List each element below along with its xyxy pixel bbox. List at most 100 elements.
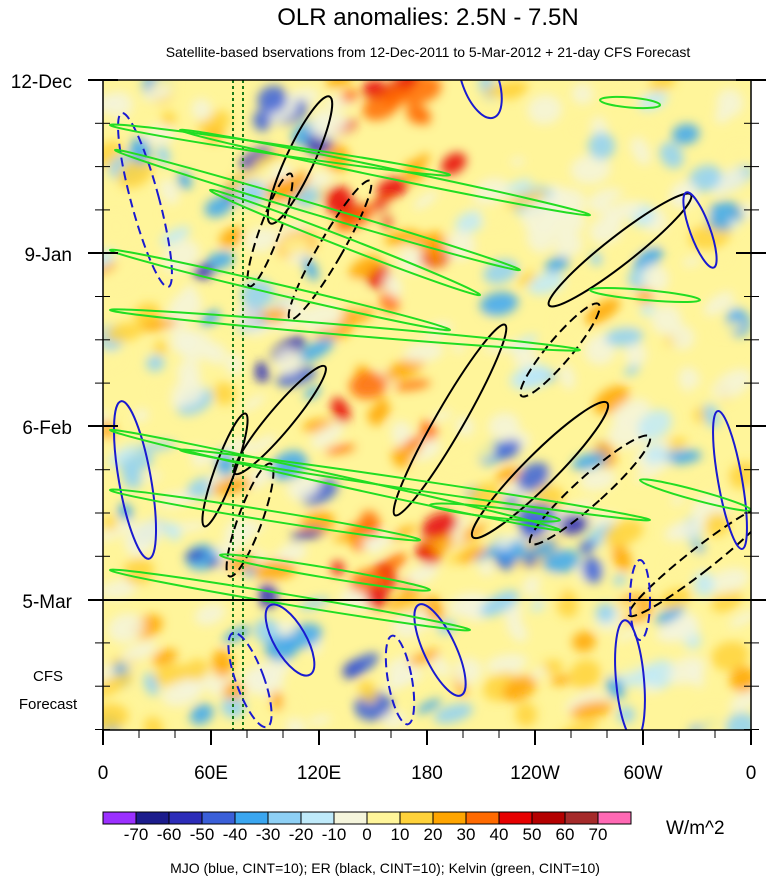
anomaly-patch [391, 420, 413, 448]
anomaly-patch [349, 371, 388, 400]
anomaly-patch [388, 587, 423, 608]
kelvin-contour [428, 502, 562, 523]
anomaly-patch [604, 201, 643, 222]
anomaly-patch [385, 356, 426, 381]
anomaly-patch [241, 394, 266, 412]
anomaly-patch [105, 91, 133, 118]
anomaly-patch [415, 546, 434, 558]
kelvin-contour [178, 128, 592, 217]
colorbar-swatch [267, 811, 302, 825]
anomaly-patch [146, 354, 165, 372]
er-contour [627, 502, 751, 618]
y-axis: 12-Dec 9-Jan 6-Feb 5-Mar CFS Forecast [11, 72, 766, 730]
anomaly-patch [343, 282, 369, 310]
anomaly-patch [649, 80, 677, 93]
chart-caption: MJO (blue, CINT=10); ER (black, CINT=10)… [170, 860, 600, 876]
colorbar-label: 60 [556, 825, 575, 844]
anomaly-patch [358, 680, 378, 704]
anomaly-patch [143, 716, 164, 730]
colorbar-label: -60 [157, 825, 182, 844]
anomaly-patch [431, 656, 450, 678]
colorbar-label: 30 [457, 825, 476, 844]
anomaly-patch [331, 560, 345, 576]
anomaly-patch [455, 210, 486, 234]
kelvin-contour [108, 568, 472, 632]
er-contour [225, 462, 275, 578]
anomaly-patch [515, 702, 537, 727]
anomaly-patch [284, 696, 301, 721]
anomaly-patch [103, 212, 130, 242]
colorbar-label: 70 [589, 825, 608, 844]
anomaly-patch [612, 398, 651, 426]
anomaly-patch [302, 171, 333, 189]
anomaly-patch [569, 659, 601, 690]
anomaly-patch [725, 712, 751, 730]
anomaly-patch [189, 703, 214, 725]
anomaly-patch [120, 641, 157, 663]
anomaly-patch [163, 200, 185, 218]
anomaly-patch [461, 440, 497, 462]
anomaly-patch [682, 257, 701, 267]
anomaly-patch [133, 302, 160, 324]
anomaly-patch [588, 132, 616, 160]
anomaly-patch [595, 603, 616, 623]
anomaly-patch [502, 675, 537, 702]
y-tick-label: 6-Feb [22, 418, 72, 439]
colorbar-swatch [168, 811, 203, 825]
mjo-contour [457, 80, 503, 120]
colorbar-label: -50 [190, 825, 215, 844]
anomaly-patch [729, 219, 742, 230]
anomaly-patch [248, 660, 291, 681]
er-contour [266, 95, 334, 225]
colorbar-label: -10 [322, 825, 347, 844]
anomaly-patch [527, 272, 565, 295]
anomaly-patch [433, 703, 473, 724]
anomaly-patch [570, 154, 611, 184]
anomaly-patch [510, 540, 528, 561]
anomaly-patch [458, 546, 487, 564]
anomaly-patch [669, 611, 700, 641]
anomaly-patch [572, 121, 588, 133]
anomaly-patch [331, 397, 351, 424]
anomaly-patch [285, 717, 306, 730]
anomaly-patch [517, 271, 537, 287]
anomaly-patch [704, 512, 730, 537]
anomaly-patch [740, 202, 751, 221]
anomaly-patch [344, 652, 380, 677]
anomaly-patch [143, 672, 159, 696]
anomaly-patch [624, 364, 640, 376]
anomaly-patch [714, 321, 743, 336]
chart-title: OLR anomalies: 2.5N - 7.5N [277, 4, 578, 31]
anomaly-patch [208, 558, 222, 568]
anomaly-patch [479, 202, 507, 229]
anomaly-patch [244, 226, 279, 253]
anomaly-patch [191, 450, 222, 468]
anomaly-patch [441, 152, 467, 175]
anomaly-patch [509, 364, 553, 390]
colorbar-units: W/m^2 [666, 818, 725, 839]
anomaly-patch [141, 472, 163, 482]
anomaly-patch [579, 468, 616, 491]
anomaly-patch [494, 439, 521, 460]
anomaly-patch [152, 663, 189, 687]
kelvin-contour [108, 308, 582, 352]
anomaly-patch [376, 177, 409, 199]
anomaly-patch [178, 331, 213, 362]
colorbar-swatch [498, 811, 533, 825]
colorbar-swatch [564, 811, 599, 825]
anomaly-patch [721, 142, 751, 164]
anomaly-patch [307, 715, 331, 725]
anomaly-patch [211, 477, 252, 496]
anomaly-patch [394, 379, 431, 391]
anomaly-patch [362, 80, 387, 99]
colorbar-label: 50 [523, 825, 542, 844]
mjo-contour [614, 619, 646, 730]
kelvin-contour [113, 148, 522, 272]
anomaly-patch [257, 85, 288, 113]
anomaly-patch [582, 556, 603, 584]
anomaly-patch [671, 494, 684, 506]
anomaly-patch [506, 615, 528, 643]
anomaly-patch [334, 209, 375, 232]
anomaly-patch [389, 525, 417, 541]
kelvin-contour [108, 248, 452, 332]
